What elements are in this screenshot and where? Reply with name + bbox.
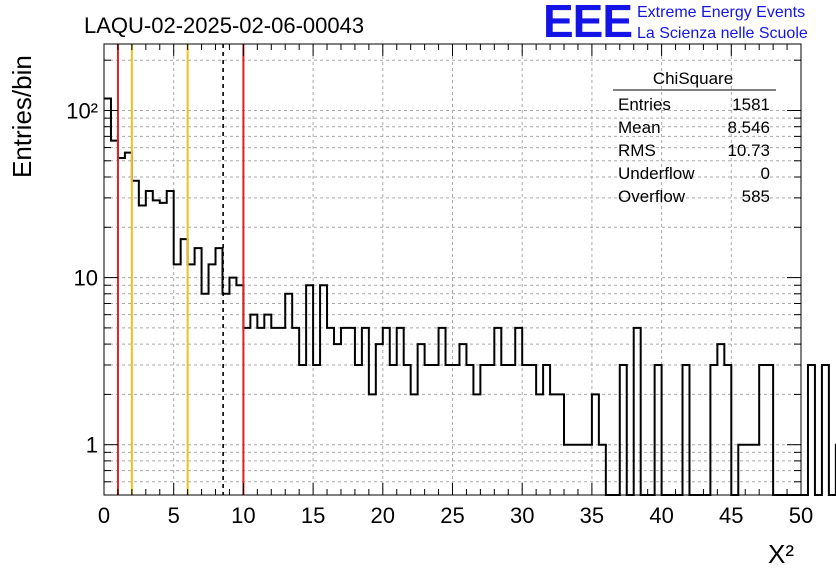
histogram-bin (522, 365, 529, 495)
stats-value: 8.546 (727, 118, 770, 137)
histogram-bin (724, 365, 731, 495)
histogram-bin (146, 191, 153, 495)
logo-caption-line2: La Scienza nelle Scuole (637, 25, 808, 42)
stats-value: 10.73 (727, 141, 770, 160)
y-axis-label: Entries/bin (7, 55, 37, 178)
histogram-bin (432, 365, 439, 495)
stats-label: Mean (618, 118, 661, 137)
x-tick-label: 15 (301, 503, 325, 528)
histogram-bin (104, 98, 111, 495)
stats-title: ChiSquare (653, 69, 733, 88)
histogram-bin (529, 365, 536, 495)
stats-value: 1581 (732, 95, 770, 114)
histogram-bin (515, 328, 522, 495)
histogram-bin (264, 315, 271, 495)
y-tick-label: 10 (74, 266, 98, 291)
histogram-bin (320, 285, 327, 495)
stats-label: Entries (618, 95, 671, 114)
axis-ticks-layer: 0 5 10 15 20 25 30 35 40 45 50 1 10 10² (66, 44, 813, 528)
histogram-bin (453, 365, 460, 495)
histogram-bin (376, 344, 383, 495)
x-tick-label: 35 (580, 503, 604, 528)
histogram-bin (466, 365, 473, 495)
marker-lines-layer (116, 44, 245, 495)
histogram-bin (250, 315, 257, 495)
stats-label: RMS (618, 141, 656, 160)
x-tick-label: 0 (98, 503, 110, 528)
histogram-bin (257, 328, 264, 495)
stats-box: ChiSquare Entries 1581 Mean 8.546 RMS 10.73 Un… (613, 69, 776, 206)
x-tick-label: 5 (168, 503, 180, 528)
histogram-bin (717, 344, 724, 495)
histogram-bin (383, 328, 390, 495)
histogram-bin (229, 278, 236, 495)
stats-label: Underflow (618, 164, 695, 183)
histogram-bin (153, 200, 160, 495)
histogram-bin (634, 328, 641, 495)
histogram-bin (362, 328, 369, 495)
histogram-bin (425, 365, 432, 495)
histogram-bin (132, 181, 139, 495)
histogram-bin (125, 153, 132, 495)
histogram-bin (710, 365, 717, 495)
histogram-bin (348, 328, 355, 495)
histogram-bin (439, 328, 446, 495)
chart-title: LAQU-02-2025-02-06-00043 (84, 13, 364, 38)
x-tick-label: 45 (719, 503, 743, 528)
histogram-bin (292, 328, 299, 495)
histogram-bin (822, 365, 829, 495)
x-tick-label: 10 (231, 503, 255, 528)
histogram-bin (446, 365, 453, 495)
histogram-bin (808, 365, 815, 495)
x-tick-label: 25 (440, 503, 464, 528)
x-axis-label: X² (768, 539, 794, 569)
stats-value: 0 (761, 164, 770, 183)
y-tick-label: 10² (66, 98, 98, 123)
histogram-bin (655, 365, 662, 495)
histogram-bin (418, 344, 425, 495)
eee-logo: EEE (543, 0, 633, 47)
histogram-bin (501, 365, 508, 495)
histogram-bin (236, 285, 243, 495)
histogram-bin (271, 328, 278, 495)
histogram-bin (620, 365, 627, 495)
histogram-bin (487, 365, 494, 495)
histogram-outline (104, 97, 836, 496)
histogram-bin (683, 365, 690, 495)
histogram-bin (390, 365, 397, 495)
histogram-bin (480, 365, 487, 495)
histogram-bin (313, 365, 320, 495)
histogram-bin (334, 344, 341, 495)
histogram-bin (494, 328, 501, 495)
histogram-bin (306, 285, 313, 495)
x-tick-label: 50 (789, 503, 813, 528)
histogram-bin (766, 365, 773, 495)
histogram-bin (243, 328, 250, 495)
stats-label: Overflow (618, 187, 686, 206)
histogram-bin (167, 191, 174, 495)
histogram-bin (508, 365, 515, 495)
x-tick-label: 40 (649, 503, 673, 528)
logo-caption-line1: Extreme Energy Events (637, 4, 806, 21)
x-tick-label: 20 (371, 503, 395, 528)
histogram-bin (341, 328, 348, 495)
histogram-bin (759, 365, 766, 495)
histogram-bin (299, 365, 306, 495)
histogram-bin (139, 206, 146, 495)
histogram-bin (327, 328, 334, 495)
histogram-bin (397, 328, 404, 495)
histogram-bin (111, 141, 118, 495)
y-tick-label: 1 (86, 433, 98, 458)
histogram-bin (278, 328, 285, 495)
histogram-bin (459, 344, 466, 495)
histogram-layer (104, 97, 836, 496)
histogram-bin (543, 365, 550, 495)
histogram-bin (160, 203, 167, 495)
stats-value: 585 (742, 187, 770, 206)
x-tick-label: 30 (510, 503, 534, 528)
histogram-bin (355, 365, 362, 495)
histogram-bin (404, 365, 411, 495)
